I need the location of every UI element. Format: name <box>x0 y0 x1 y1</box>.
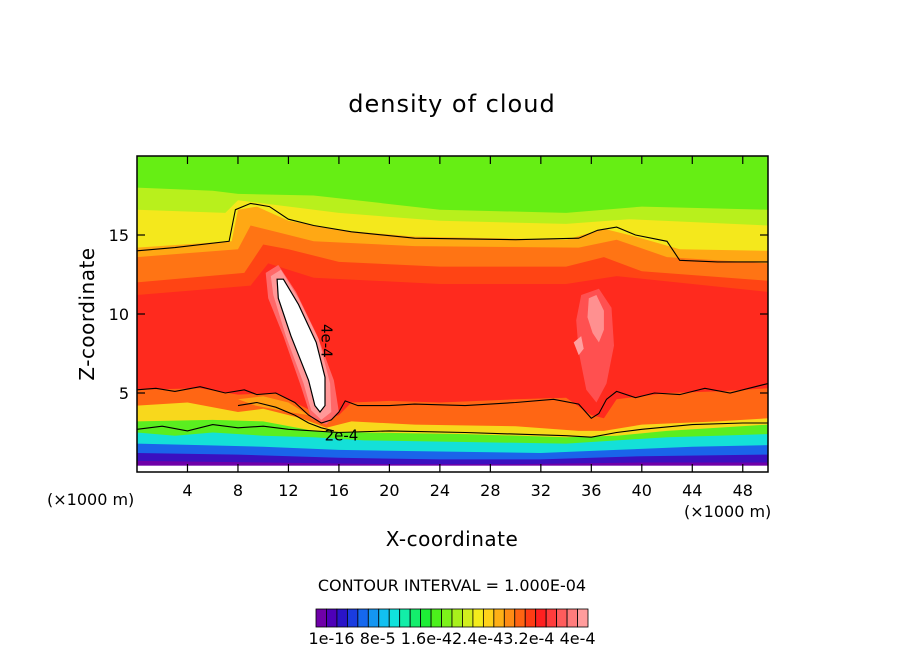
colorbar-swatch-11 <box>430 608 442 628</box>
colorbar-swatch-15 <box>472 608 484 628</box>
colorbar-swatch-3 <box>346 608 359 628</box>
z-tick-label-15: 15 <box>109 226 129 245</box>
colorbar-swatch-8 <box>399 608 411 628</box>
colorbar-swatch-4 <box>357 608 369 628</box>
colorbar-labels: 1e-16 8e-5 1.6e-42.4e-43.2e-4 4e-4 <box>308 629 595 648</box>
colorbar-swatch-21 <box>535 608 547 628</box>
x-tick-label-44: 44 <box>682 481 702 500</box>
contour-lower-1e-4 <box>137 382 768 424</box>
colorbar-swatch-6 <box>378 608 390 628</box>
x-tick-label-48: 48 <box>733 481 753 500</box>
plume-base-orange <box>238 396 309 416</box>
contour-2e-4-plume <box>237 401 335 432</box>
colorbar-swatch-10 <box>420 608 432 628</box>
x-tick-label-40: 40 <box>632 481 652 500</box>
contour-features <box>238 265 614 425</box>
colorbar-swatch-7 <box>388 608 401 628</box>
x-unit-label-left: (×1000 m) <box>47 490 134 509</box>
z-axis-label: Z-coordinate <box>75 247 99 380</box>
colorbar-swatch-20 <box>524 608 537 628</box>
colorbar-swatch-22 <box>545 608 558 628</box>
right-column-pink <box>587 295 604 343</box>
x-tick-label-16: 16 <box>329 481 349 500</box>
colorbar-swatch-24 <box>566 608 578 628</box>
z-tick-label-5: 5 <box>119 384 129 403</box>
contour-bands <box>137 156 768 472</box>
right-column-halo <box>576 288 614 403</box>
z-tick-label-10: 10 <box>109 305 129 324</box>
contour-interval-text: CONTOUR INTERVAL = 1.000E-04 <box>318 576 586 595</box>
x-ticks: 4 8 12 16 20 24 28 32 36 40 44 48 <box>182 156 753 500</box>
colorbar-swatch-14 <box>462 608 474 628</box>
band-bottom-clear <box>137 465 768 472</box>
core-max-4e-4 <box>276 278 326 413</box>
colorbar-swatch-13 <box>451 608 463 628</box>
x-tick-label-24: 24 <box>430 481 450 500</box>
colorbar-swatch-19 <box>514 608 526 628</box>
colorbar-swatch-23 <box>556 608 568 628</box>
colorbar-swatch-5 <box>367 608 380 628</box>
x-tick-label-32: 32 <box>531 481 551 500</box>
x-tick-label-4: 4 <box>182 481 192 500</box>
x-unit-label-right: (×1000 m) <box>684 502 771 521</box>
contour-upper-1e-4 <box>137 202 768 263</box>
chart-title: density of cloud <box>348 90 555 118</box>
contour-label-0: 4e-4 <box>317 324 335 358</box>
colorbar-swatch-2 <box>336 608 348 628</box>
contour-2e-4 <box>137 422 768 438</box>
x-axis-label: X-coordinate <box>386 527 519 551</box>
x-tick-label-12: 12 <box>278 481 298 500</box>
x-tick-label-8: 8 <box>233 481 243 500</box>
colorbar <box>315 608 589 628</box>
contour-lines: 4e-4 2e-4 <box>137 202 768 444</box>
colorbar-swatch-0 <box>315 608 327 628</box>
colorbar-swatch-18 <box>503 608 516 628</box>
colorbar-swatch-25 <box>577 608 589 628</box>
z-ticks: 5 10 15 <box>109 226 768 403</box>
colorbar-swatch-17 <box>493 608 505 628</box>
plot-area: 4e-4 2e-4 <box>137 156 768 472</box>
x-tick-label-20: 20 <box>379 481 399 500</box>
colorbar-swatch-9 <box>409 608 422 628</box>
colorbar-swatch-12 <box>441 608 453 628</box>
right-column-spot <box>573 336 584 356</box>
colorbar-swatch-1 <box>326 608 338 628</box>
contour-label-1: 2e-4 <box>325 426 359 444</box>
x-tick-label-36: 36 <box>581 481 601 500</box>
x-tick-label-28: 28 <box>480 481 500 500</box>
colorbar-swatch-16 <box>482 608 495 628</box>
